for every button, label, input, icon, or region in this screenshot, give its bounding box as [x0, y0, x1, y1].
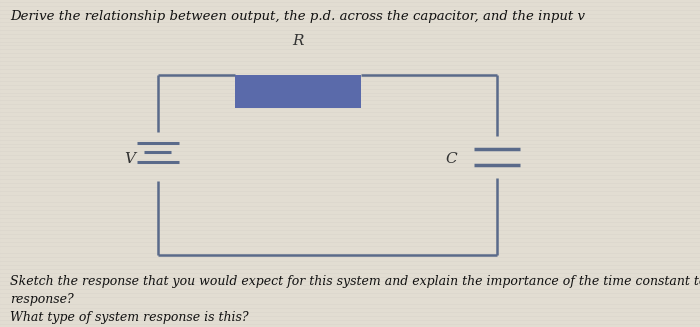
Bar	[0, 325, 700, 327]
Bar	[0, 3, 700, 5]
Bar	[0, 148, 700, 150]
Bar	[0, 309, 700, 311]
Bar	[0, 188, 700, 190]
Bar	[0, 211, 700, 213]
Bar	[0, 15, 700, 17]
Bar	[0, 50, 700, 52]
Bar	[0, 301, 700, 303]
Bar	[0, 184, 700, 186]
Bar	[0, 74, 700, 76]
Bar	[0, 70, 700, 72]
Bar	[0, 294, 700, 296]
Bar	[0, 152, 700, 154]
Bar	[0, 35, 700, 37]
Bar	[0, 105, 700, 107]
Bar	[0, 321, 700, 323]
Bar	[0, 317, 700, 319]
Bar	[0, 137, 700, 139]
Bar	[0, 176, 700, 178]
Bar	[0, 164, 700, 166]
Bar	[0, 109, 700, 111]
Bar	[0, 219, 700, 221]
Text: C: C	[446, 152, 457, 165]
Bar	[0, 250, 700, 252]
Bar	[0, 266, 700, 268]
Bar	[0, 58, 700, 60]
Bar	[0, 254, 700, 256]
Bar	[0, 223, 700, 225]
Bar	[0, 145, 700, 146]
Bar	[0, 125, 700, 127]
Bar	[0, 262, 700, 264]
Bar	[0, 31, 700, 33]
Bar	[0, 90, 700, 92]
Bar	[0, 66, 700, 68]
Bar	[0, 192, 700, 194]
Text: R: R	[292, 34, 303, 48]
Text: V: V	[124, 152, 135, 165]
Bar	[0, 78, 700, 80]
Bar	[0, 231, 700, 233]
Bar	[0, 199, 700, 201]
Bar	[0, 11, 700, 13]
Bar	[0, 298, 700, 300]
Bar	[0, 239, 700, 241]
Bar	[0, 270, 700, 272]
Bar	[0, 39, 700, 41]
Bar	[0, 113, 700, 115]
Bar	[0, 172, 700, 174]
Bar	[0, 54, 700, 56]
Bar	[0, 282, 700, 284]
Bar	[0, 290, 700, 292]
Bar	[0, 156, 700, 158]
Bar	[0, 313, 700, 315]
Bar	[0, 203, 700, 205]
Bar	[0, 247, 700, 249]
Bar	[0, 141, 700, 143]
Bar	[0, 258, 700, 260]
Bar	[0, 207, 700, 209]
Bar	[0, 160, 700, 162]
Bar	[0, 274, 700, 276]
Bar	[0, 305, 700, 307]
Bar	[0, 0, 700, 1]
Text: Sketch the response that you would expect for this system and explain the import: Sketch the response that you would expec…	[10, 275, 700, 324]
Bar	[0, 180, 700, 182]
Bar	[0, 117, 700, 119]
Bar	[0, 23, 700, 25]
Bar	[0, 121, 700, 123]
Bar	[0, 62, 700, 64]
Bar	[0, 168, 700, 170]
Bar	[0, 46, 700, 48]
Bar	[0, 278, 700, 280]
Bar	[0, 82, 700, 84]
Bar	[0, 27, 700, 29]
Bar	[0, 235, 700, 237]
Bar	[0, 94, 700, 95]
Bar	[234, 75, 360, 108]
Bar	[0, 97, 700, 99]
Bar	[0, 243, 700, 245]
Bar	[0, 86, 700, 88]
Bar	[0, 43, 700, 44]
Bar	[0, 133, 700, 135]
Bar	[0, 19, 700, 21]
Bar	[0, 227, 700, 229]
Bar	[0, 129, 700, 131]
Bar	[0, 7, 700, 9]
Bar	[0, 101, 700, 103]
Bar	[0, 215, 700, 217]
Bar	[0, 196, 700, 198]
Text: Derive the relationship between output, the p.d. across the capacitor, and the i: Derive the relationship between output, …	[10, 10, 585, 23]
Bar	[0, 286, 700, 288]
